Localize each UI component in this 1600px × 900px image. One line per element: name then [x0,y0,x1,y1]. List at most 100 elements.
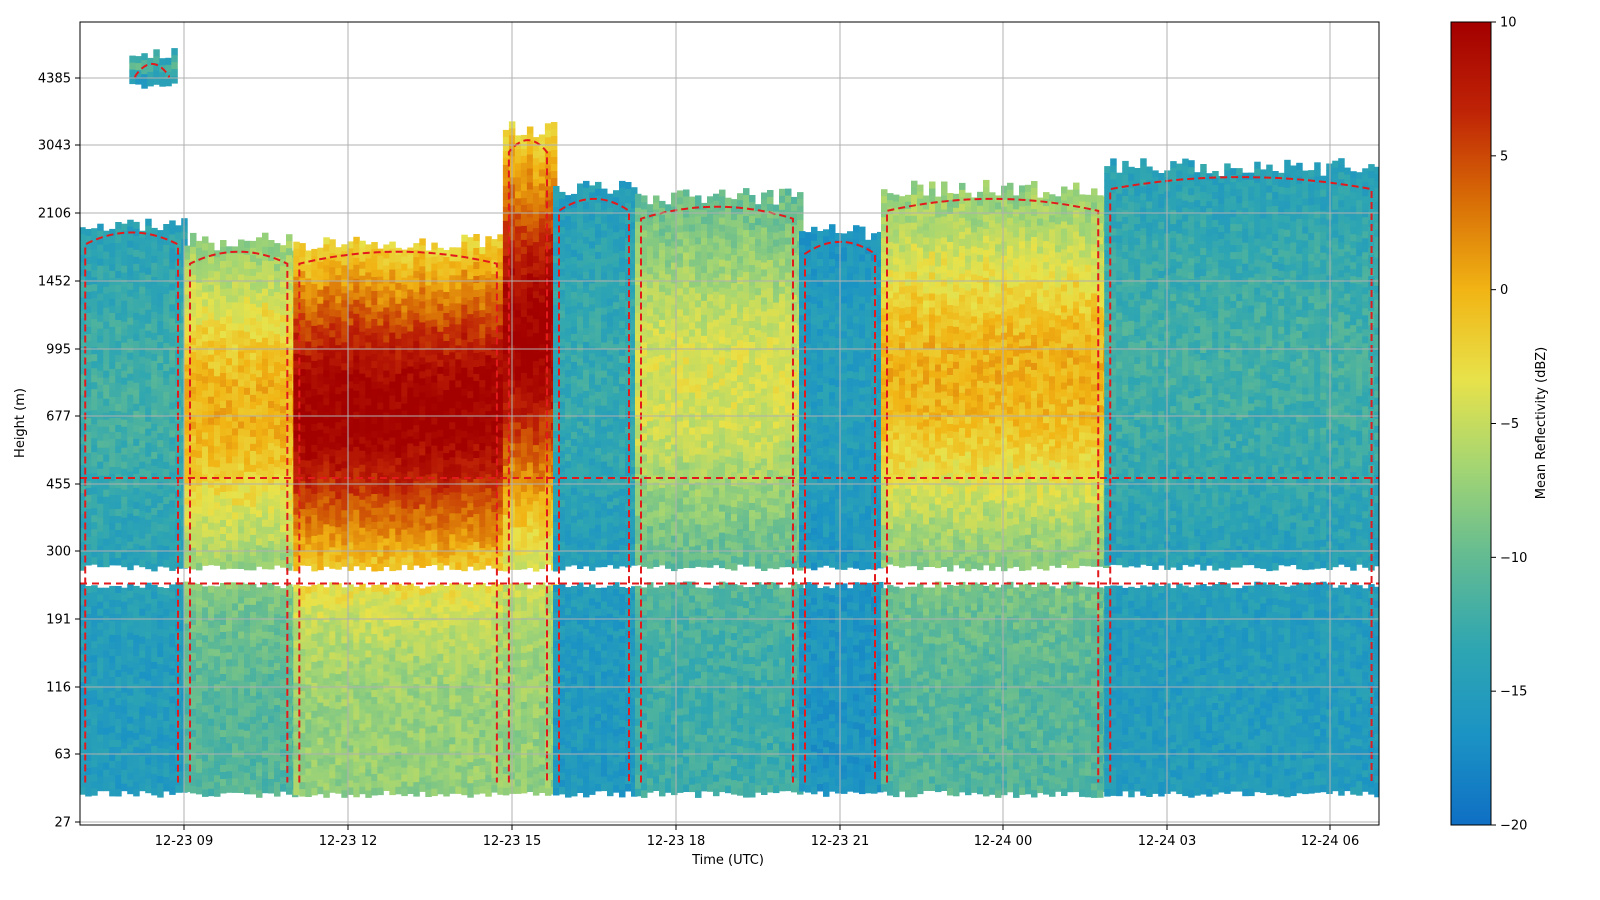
heatmap-cell [419,595,426,603]
heatmap-cell [449,401,456,409]
heatmap-cell [139,427,146,435]
heatmap-cell [91,634,98,642]
heatmap-cell [443,418,450,426]
heatmap-cell [268,709,275,717]
heatmap-cell [91,585,98,593]
heatmap-cell [208,628,215,636]
heatmap-cell [121,644,128,652]
heatmap-cell [151,487,158,495]
heatmap-cell [413,621,420,629]
heatmap-cell [151,305,158,313]
heatmap-cell [274,404,281,412]
heatmap-cell [323,426,330,434]
heatmap-cell [238,737,245,745]
heatmap-cell [335,709,342,717]
heatmap-cell [425,461,432,469]
heatmap-cell [449,786,456,794]
heatmap-cell [274,271,281,279]
heatmap-cell [341,440,348,448]
heatmap-cell [244,500,251,508]
heatmap-cell [202,453,209,461]
heatmap-cell [419,378,426,386]
heatmap-cell [109,383,116,391]
heatmap-cell [443,446,450,454]
heatmap-cell [329,715,336,723]
heatmap-cell [262,786,269,794]
heatmap-cell [407,283,414,291]
heatmap-cell [121,588,128,596]
heatmap-cell [214,390,221,398]
heatmap-cell [202,712,209,720]
heatmap-cell [220,527,227,535]
heatmap-cell [244,332,251,340]
heatmap-cell [413,782,420,790]
heatmap-cell [151,690,158,698]
heatmap-cell [250,710,257,718]
heatmap-cell [139,469,146,477]
heatmap-cell [401,404,408,412]
heatmap-cell [103,595,110,603]
heatmap-cell [359,710,366,718]
heatmap-cell [371,298,378,306]
heatmap-cell [280,343,287,351]
heatmap-cell [169,654,176,662]
heatmap-cell [202,635,209,643]
heatmap-cell [329,470,336,478]
heatmap-cell [262,359,269,367]
heatmap-cell [371,319,378,327]
heatmap-cell [443,278,450,286]
heatmap-cell [431,740,438,748]
heatmap-cell [139,532,146,540]
heatmap-cell [169,465,176,473]
heatmap-cell [103,644,110,652]
heatmap-cell [371,431,378,439]
heatmap-cell [196,745,203,753]
heatmap-cell [455,366,462,374]
heatmap-cell [244,318,251,326]
heatmap-cell [196,612,203,620]
heatmap-cell [226,351,233,359]
heatmap-cell [377,347,384,355]
heatmap-cell [431,327,438,335]
heatmap-cell [443,285,450,293]
heatmap-cell [226,757,233,765]
heatmap-cell [256,713,263,721]
heatmap-cell [293,256,300,264]
heatmap-cell [377,788,384,796]
heatmap-cell [121,728,128,736]
heatmap-cell [238,702,245,710]
heatmap-cell [250,731,257,739]
heatmap-cell [103,700,110,708]
heatmap-cell [151,515,158,523]
heatmap-cell [317,745,324,753]
heatmap-cell [413,446,420,454]
heatmap-cell [431,642,438,650]
heatmap-cell [311,298,318,306]
heatmap-cell [208,467,215,475]
heatmap-cell [413,551,420,559]
heatmap-cell [169,507,176,515]
heatmap-cell [371,739,378,747]
heatmap-cell [250,360,257,368]
heatmap-cell [115,222,122,230]
heatmap-cell [323,454,330,462]
heatmap-cell [431,460,438,468]
heatmap-cell [115,404,122,412]
heatmap-cell [317,360,324,368]
heatmap-cell [127,514,134,522]
heatmap-cell [341,531,348,539]
heatmap-cell [202,376,209,384]
heatmap-cell [220,331,227,339]
heatmap-cell [323,594,330,602]
heatmap-cell [359,654,366,662]
heatmap-cell [238,373,245,381]
heatmap-cell [109,243,116,251]
heatmap-cell [91,305,98,313]
heatmap-cell [437,402,444,410]
heatmap-cell [365,314,372,322]
heatmap-cell [115,250,122,258]
heatmap-cell [341,300,348,308]
heatmap-cell [91,774,98,782]
heatmap-cell [329,638,336,646]
heatmap-cell [97,714,104,722]
